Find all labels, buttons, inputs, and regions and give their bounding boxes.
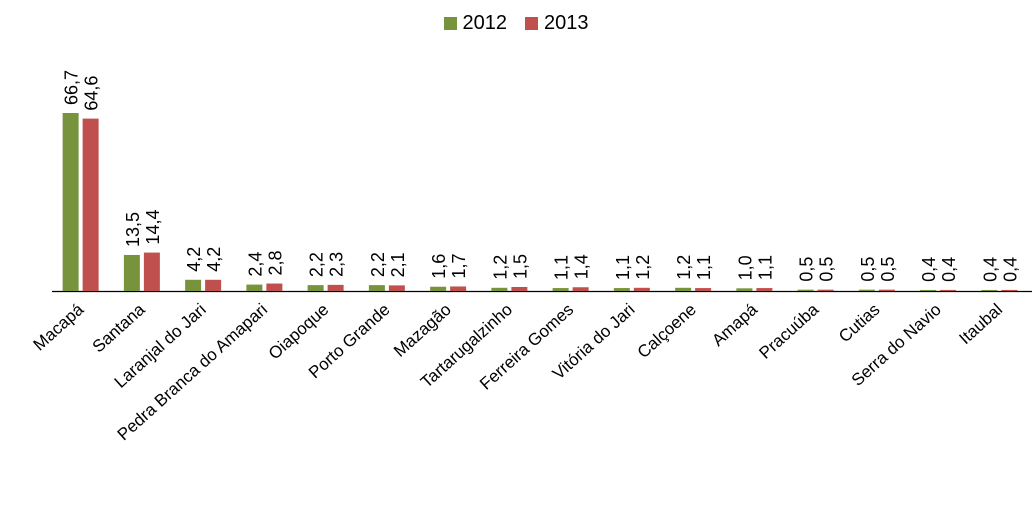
bar-2012-13: [797, 289, 814, 291]
data-label-2013-7: 1,7: [449, 253, 469, 278]
bar-2012-5: [307, 285, 324, 291]
data-label-2013-5: 2,3: [327, 252, 347, 277]
data-label-2012-11: 1,2: [674, 255, 694, 280]
bar-2012-9: [552, 288, 569, 291]
data-label-2012-1: 66,7: [62, 70, 82, 105]
bar-2012-7: [430, 286, 447, 291]
data-label-2012-16: 0,4: [980, 257, 1000, 282]
bar-2012-15: [920, 289, 937, 291]
x-tick-label-1: Macapá: [30, 299, 88, 354]
bar-2012-3: [185, 279, 202, 291]
legend-item-2013: 2013: [525, 12, 589, 35]
x-tick-label-12: Amapá: [708, 299, 761, 350]
data-label-2012-15: 0,4: [919, 257, 939, 282]
data-label-2012-5: 2,2: [307, 252, 327, 277]
bar-2013-13: [817, 289, 834, 291]
x-tick-label-14: Cutias: [835, 300, 884, 346]
data-label-2013-12: 1,1: [755, 255, 775, 280]
legend-swatch-2012: [443, 16, 457, 30]
data-label-2013-3: 4,2: [204, 247, 224, 272]
bar-2013-2: [143, 252, 160, 291]
data-label-2013-8: 1,5: [510, 254, 530, 279]
data-label-2012-14: 0,5: [858, 257, 878, 282]
bar-2012-6: [368, 285, 385, 291]
bar-2013-3: [205, 279, 222, 291]
data-label-2013-13: 0,5: [817, 257, 837, 282]
data-label-2012-4: 2,4: [245, 252, 265, 277]
bar-2013-5: [327, 284, 344, 291]
data-label-2012-7: 1,6: [429, 254, 449, 279]
data-label-2012-3: 4,2: [184, 247, 204, 272]
bar-2012-1: [62, 113, 79, 291]
data-label-2013-14: 0,5: [878, 257, 898, 282]
legend-swatch-2013: [525, 16, 538, 30]
data-label-2013-4: 2,8: [265, 250, 285, 275]
bar-2013-6: [388, 285, 405, 291]
bar-2012-8: [491, 287, 508, 291]
bar-2013-11: [695, 288, 712, 291]
bar-2013-4: [266, 283, 283, 291]
data-label-2012-12: 1,0: [735, 255, 755, 280]
bar-2013-16: [1001, 289, 1018, 291]
bar-2013-1: [82, 118, 99, 292]
bar-2012-16: [981, 289, 998, 291]
bar-2012-10: [613, 288, 630, 291]
bar-2012-14: [858, 289, 875, 291]
bar-2013-14: [878, 289, 895, 291]
legend: 2012 2013: [0, 10, 1032, 36]
legend-item-2012: 2012: [443, 11, 508, 35]
bar-2012-4: [246, 284, 263, 291]
data-label-2013-2: 14,4: [143, 210, 163, 245]
data-label-2013-16: 0,4: [1000, 257, 1020, 282]
data-label-2013-9: 1,4: [572, 254, 592, 279]
legend-label-2012: 2012: [462, 11, 508, 34]
data-label-2013-11: 1,1: [694, 255, 714, 280]
data-label-2013-1: 64,6: [82, 76, 102, 111]
data-label-2013-15: 0,4: [939, 257, 959, 282]
data-label-2012-2: 13,5: [123, 212, 143, 247]
bar-2012-11: [675, 287, 692, 291]
data-label-2013-6: 2,1: [388, 252, 408, 277]
bar-2013-15: [940, 289, 957, 291]
bar-2013-8: [511, 286, 528, 291]
bar-2013-7: [450, 286, 467, 291]
bar-2012-12: [736, 288, 753, 291]
data-label-2012-9: 1,1: [552, 255, 572, 280]
data-label-2012-6: 2,2: [368, 252, 388, 277]
bar-2013-9: [572, 287, 589, 291]
x-tick-label-13: Pracuúba: [756, 299, 823, 362]
bar-2013-12: [756, 288, 773, 291]
data-label-2012-10: 1,1: [613, 255, 633, 280]
data-label-2013-10: 1,2: [633, 255, 653, 280]
bar-2012-2: [123, 254, 140, 291]
bar-2013-10: [633, 287, 650, 291]
data-label-2012-13: 0,5: [797, 257, 817, 282]
x-tick-label-11: Calçoene: [634, 300, 700, 362]
legend-label-2013: 2013: [544, 11, 589, 34]
x-tick-label-16: Itaubal: [955, 300, 1006, 348]
data-label-2012-8: 1,2: [490, 255, 510, 280]
x-tick-label-2: Santana: [89, 299, 149, 356]
